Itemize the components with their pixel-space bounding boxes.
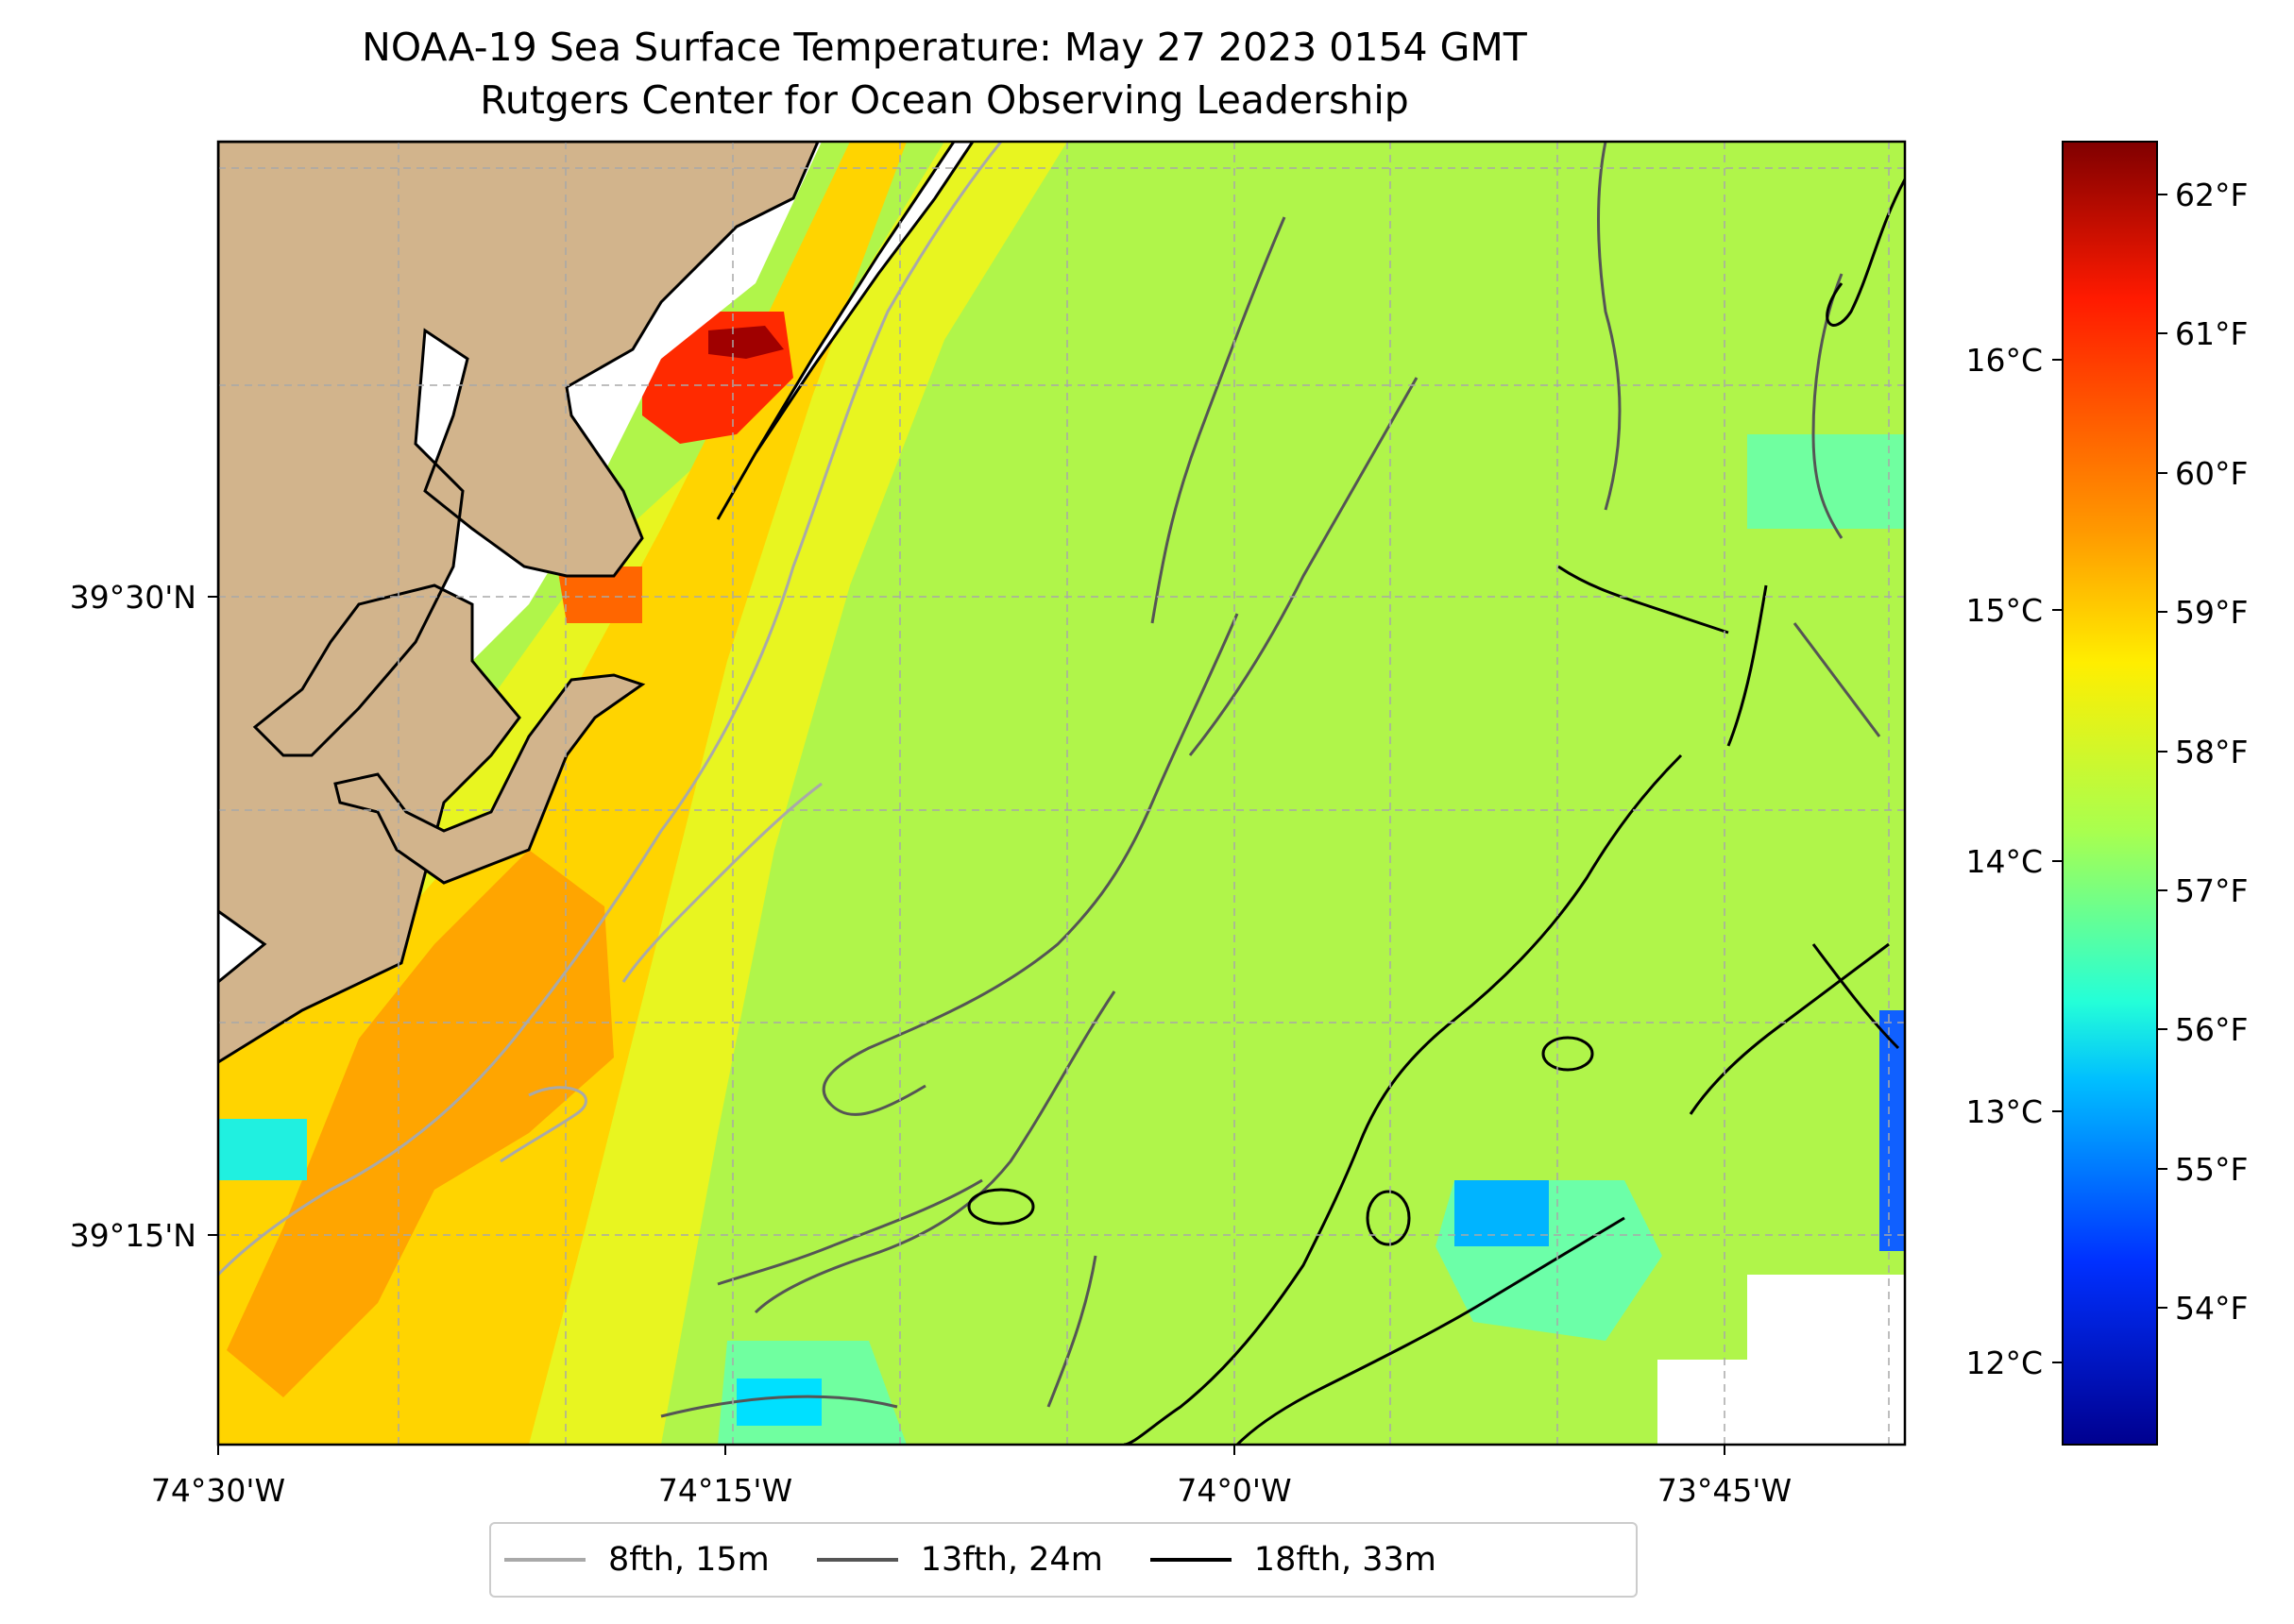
- legend-entry-13fth: 13fth, 24m: [816, 1541, 1103, 1579]
- y-tick-label: 39°30'N: [70, 579, 196, 616]
- no-data-area: [1657, 1275, 1905, 1445]
- colorbar-f-label: 60°F: [2175, 455, 2248, 492]
- colorbar: [2062, 141, 2158, 1446]
- barrier-island-north: [716, 142, 975, 520]
- colorbar-f-label: 56°F: [2175, 1011, 2248, 1048]
- colorbar-c-label: 16°C: [1965, 342, 2043, 379]
- legend-entry-18fth: 18fth, 33m: [1149, 1541, 1436, 1579]
- colorbar-c-label: 12°C: [1965, 1345, 2043, 1381]
- colorbar-f-label: 57°F: [2175, 872, 2248, 909]
- sst-hot-core: [708, 326, 784, 359]
- colorbar-f-label: 54°F: [2175, 1290, 2248, 1327]
- contour-legend: 8fth, 15m 13fth, 24m 18fth, 33m: [489, 1522, 1638, 1598]
- map-frame: [216, 140, 1907, 1446]
- colorbar-f-label: 58°F: [2175, 734, 2248, 770]
- legend-entry-8fth: 8fth, 15m: [504, 1541, 770, 1579]
- sst-coast-warm: [557, 567, 642, 623]
- colorbar-c-ticks: [2052, 359, 2063, 1363]
- legend-swatch-18fth: [1149, 1558, 1232, 1562]
- contour-18fth: [967, 178, 1905, 1445]
- colorbar-f-label: 59°F: [2175, 594, 2248, 631]
- colorbar-f-label: 62°F: [2175, 177, 2248, 213]
- land-mainland: [218, 142, 820, 1064]
- legend-swatch-8fth: [504, 1558, 586, 1562]
- colorbar-f-label: 55°F: [2175, 1151, 2248, 1188]
- legend-swatch-13fth: [816, 1558, 898, 1562]
- sst-cyan-patch: [1454, 1180, 1549, 1246]
- legend-label-8fth: 8fth, 15m: [608, 1541, 770, 1579]
- legend-label-18fth: 18fth, 33m: [1253, 1541, 1436, 1579]
- contour-8fth: [218, 142, 1003, 1277]
- chart-title: NOAA-19 Sea Surface Temperature: May 27 …: [0, 21, 1889, 127]
- colorbar-c-label: 15°C: [1965, 592, 2043, 629]
- y-tick-label: 39°15'N: [70, 1217, 196, 1254]
- colorbar-f-label: 61°F: [2175, 315, 2248, 352]
- x-tick-label: 74°30'W: [151, 1472, 285, 1509]
- x-tick-label: 74°0'W: [1177, 1472, 1291, 1509]
- sst-blue-east: [1879, 1010, 1905, 1251]
- sst-orange-patch: [227, 850, 614, 1397]
- sst-cyan-south: [737, 1379, 822, 1426]
- axis-ticks: [208, 596, 1725, 1455]
- sst-cool-northeast: [1747, 434, 1905, 529]
- title-line-1: NOAA-19 Sea Surface Temperature: May 27 …: [362, 25, 1527, 70]
- colorbar-c-label: 14°C: [1965, 843, 2043, 880]
- x-tick-label: 73°45'W: [1657, 1472, 1792, 1509]
- legend-label-13fth: 13fth, 24m: [920, 1541, 1103, 1579]
- x-tick-label: 74°15'W: [658, 1472, 792, 1509]
- colorbar-f-ticks: [2157, 194, 2167, 1309]
- contour-13fth: [660, 142, 1881, 1418]
- gridlines: [218, 142, 1905, 1445]
- land-cape-may: [218, 909, 267, 984]
- sst-cyan-west: [218, 1119, 307, 1180]
- title-line-2: Rutgers Center for Ocean Observing Leade…: [480, 77, 1409, 123]
- colorbar-c-label: 13°C: [1965, 1093, 2043, 1130]
